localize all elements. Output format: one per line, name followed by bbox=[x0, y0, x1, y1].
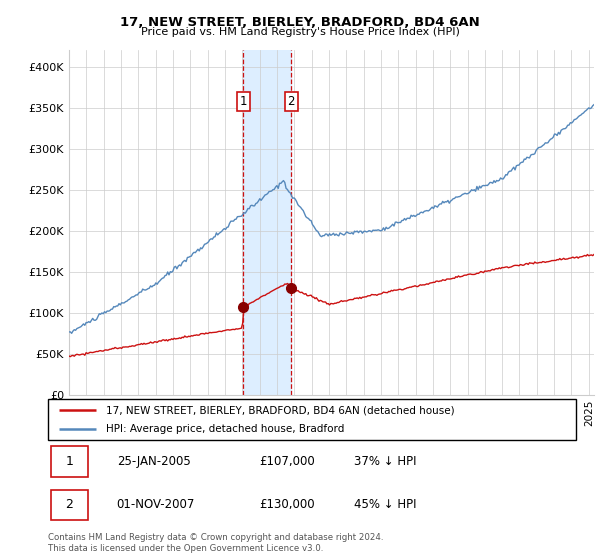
Text: 37% ↓ HPI: 37% ↓ HPI bbox=[354, 455, 417, 468]
Text: 25-JAN-2005: 25-JAN-2005 bbox=[116, 455, 190, 468]
Bar bbox=[244, 50, 292, 395]
Bar bbox=[50, 446, 88, 477]
Text: 17, NEW STREET, BIERLEY, BRADFORD, BD4 6AN (detached house): 17, NEW STREET, BIERLEY, BRADFORD, BD4 6… bbox=[106, 405, 455, 415]
Text: 1: 1 bbox=[240, 95, 247, 108]
Text: £130,000: £130,000 bbox=[259, 498, 315, 511]
Text: 1: 1 bbox=[65, 455, 73, 468]
Text: 2: 2 bbox=[65, 498, 73, 511]
Text: £107,000: £107,000 bbox=[259, 455, 315, 468]
Text: 45% ↓ HPI: 45% ↓ HPI bbox=[354, 498, 417, 511]
Text: Price paid vs. HM Land Registry's House Price Index (HPI): Price paid vs. HM Land Registry's House … bbox=[140, 27, 460, 37]
Text: HPI: Average price, detached house, Bradford: HPI: Average price, detached house, Brad… bbox=[106, 424, 344, 435]
Text: Contains HM Land Registry data © Crown copyright and database right 2024.
This d: Contains HM Land Registry data © Crown c… bbox=[48, 533, 383, 553]
Bar bbox=[50, 489, 88, 520]
Text: 01-NOV-2007: 01-NOV-2007 bbox=[116, 498, 195, 511]
Text: 17, NEW STREET, BIERLEY, BRADFORD, BD4 6AN: 17, NEW STREET, BIERLEY, BRADFORD, BD4 6… bbox=[120, 16, 480, 29]
Text: 2: 2 bbox=[287, 95, 295, 108]
